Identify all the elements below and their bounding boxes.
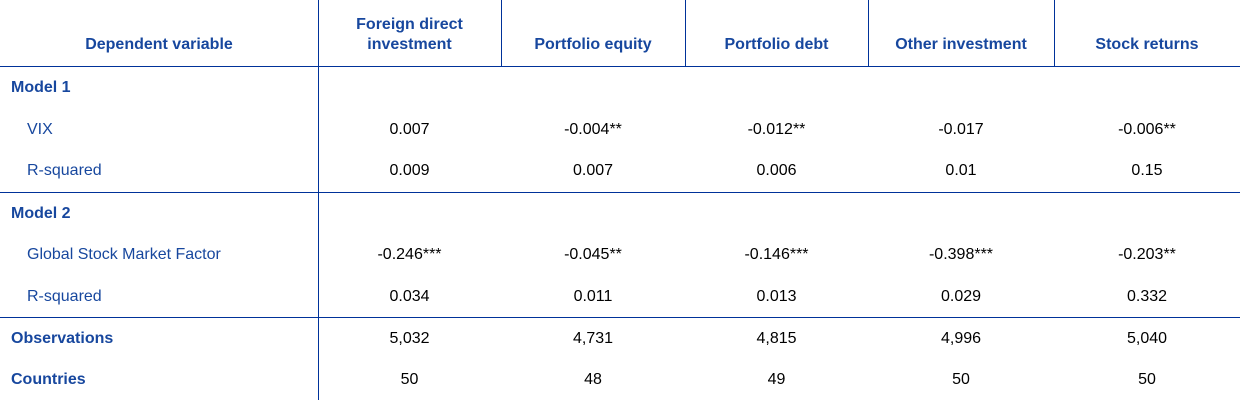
table-cell: 50 [400,371,419,388]
table-cell: 0.009 [389,162,430,179]
header-divider [318,0,319,66]
header-col-stock-returns: Stock returns [1054,0,1240,66]
row-label: R-squared [27,162,102,179]
summary-rule [0,317,1240,318]
table-row: R-squared 0.034 0.011 0.013 0.029 0.332 [0,276,1240,318]
header-col-other-investment-label: Other investment [895,36,1027,53]
table-cell: 0.007 [572,162,614,179]
table-cell: 4,815 [756,330,797,347]
table-row: Countries 50 48 49 50 50 [0,359,1240,401]
section-rule [0,192,1240,193]
header-col-portfolio-debt: Portfolio debt [685,0,868,66]
header-divider [501,0,502,66]
table-cell: 0.011 [573,288,613,305]
table-cell: 50 [952,371,970,388]
header-rule [0,66,1240,67]
row-label: VIX [27,121,53,138]
table-cell: 49 [767,371,786,388]
row-label: Countries [11,371,86,388]
header-dependent-variable-label: Dependent variable [85,36,233,53]
header-divider [685,0,686,66]
header-divider [868,0,869,66]
table-cell: -0.006** [1118,121,1176,138]
table-cell: 0.013 [756,288,797,305]
table-cell: 0.15 [1131,162,1163,179]
header-col-portfolio-equity: Portfolio equity [501,0,685,66]
table-row: Observations 5,032 4,731 4,815 4,996 5,0… [0,318,1240,360]
table-cell: -0.012** [747,121,806,138]
header-col-fdi-label: Foreign direct investment [356,16,463,53]
header-col-portfolio-debt-label: Portfolio debt [724,36,829,53]
table-cell: 48 [584,371,602,388]
table-cell: 4,996 [940,330,982,347]
table-cell: -0.146*** [744,246,809,263]
header-col-portfolio-equity-label: Portfolio equity [534,36,652,53]
table-cell: -0.246*** [377,246,442,263]
table-row: VIX 0.007 -0.004** -0.012** -0.017 -0.00… [0,109,1240,151]
header-dependent-variable: Dependent variable [0,0,318,66]
label-column-divider [318,66,319,400]
table-cell: 5,032 [389,330,430,347]
table-cell: -0.045** [564,246,622,263]
table-cell: 4,731 [572,330,614,347]
header-col-fdi: Foreign direct investment [318,0,501,66]
header-col-stock-returns-label: Stock returns [1095,36,1199,53]
model2-title-row: Model 2 [0,193,1240,235]
model1-title: Model 1 [11,79,71,96]
table-cell: -0.017 [938,121,984,138]
table-cell: 0.006 [756,162,797,179]
table-row: Global Stock Market Factor -0.246*** -0.… [0,234,1240,276]
table-cell: 0.034 [389,288,430,305]
table-cell: 5,040 [1126,330,1168,347]
table-cell: 0.01 [945,162,977,179]
row-label: R-squared [27,288,102,305]
row-label: Global Stock Market Factor [27,246,221,263]
header-divider [1054,0,1055,66]
row-label: Observations [11,330,114,347]
table-cell: -0.398*** [928,246,994,263]
table-cell: 0.007 [389,121,430,138]
table-cell: -0.004** [564,121,622,138]
model1-title-row: Model 1 [0,67,1240,109]
header-col-other-investment: Other investment [868,0,1054,66]
table-cell: -0.203** [1118,246,1176,263]
table-cell: 0.332 [1126,288,1168,305]
table-cell: 0.029 [940,288,982,305]
table-row: R-squared 0.009 0.007 0.006 0.01 0.15 [0,150,1240,192]
table-cell: 50 [1138,371,1156,388]
model2-title: Model 2 [11,205,71,222]
